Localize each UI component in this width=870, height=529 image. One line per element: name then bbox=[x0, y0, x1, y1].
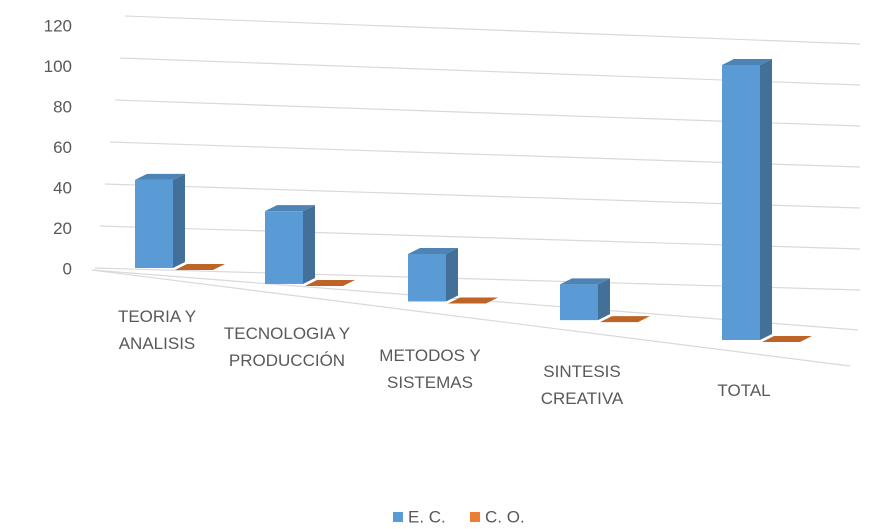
bar-side bbox=[173, 173, 185, 268]
x-tick-label: TOTAL bbox=[717, 381, 771, 400]
bar-front bbox=[265, 211, 303, 284]
x-tick-label: TEORIA Y ANALISIS bbox=[117, 307, 197, 353]
floor-edge bbox=[91, 269, 851, 367]
bar-top bbox=[600, 316, 650, 323]
bar-side bbox=[303, 205, 315, 284]
bar bbox=[762, 336, 812, 342]
legend-swatch bbox=[393, 512, 403, 522]
bar-front bbox=[722, 65, 760, 340]
bar-top bbox=[448, 297, 498, 304]
y-tick-label: 80 bbox=[53, 97, 72, 116]
y-tick-label: 120 bbox=[44, 16, 72, 35]
bar-side bbox=[598, 278, 610, 321]
bar bbox=[448, 297, 498, 304]
bar-front bbox=[560, 284, 598, 321]
bar-top bbox=[135, 173, 185, 180]
bar bbox=[135, 173, 185, 268]
grid-line bbox=[124, 15, 861, 45]
bar-side bbox=[446, 247, 458, 302]
legend-swatch bbox=[470, 512, 480, 522]
bar-top bbox=[408, 247, 458, 254]
bar-front bbox=[135, 179, 173, 268]
bar-top bbox=[305, 279, 355, 286]
bar-top bbox=[265, 205, 315, 212]
bar-top bbox=[560, 278, 610, 285]
bar bbox=[265, 205, 315, 284]
y-tick-label: 0 bbox=[63, 259, 72, 278]
bar bbox=[600, 316, 650, 323]
bar bbox=[722, 59, 772, 340]
legend-label: E. C. bbox=[408, 507, 446, 526]
y-tick-label: 60 bbox=[53, 138, 72, 157]
legend-label: C. O. bbox=[485, 507, 525, 526]
bar bbox=[305, 279, 355, 286]
bar-top bbox=[175, 264, 225, 270]
bar bbox=[560, 278, 610, 321]
y-tick-label: 20 bbox=[53, 219, 72, 238]
y-tick-label: 100 bbox=[44, 57, 72, 76]
bar-top bbox=[762, 336, 812, 342]
y-tick-label: 40 bbox=[53, 178, 72, 197]
x-tick-label: SINTESIS CREATIVA bbox=[540, 362, 624, 408]
x-tick-label: TECNOLOGIA Y PRODUCCIÓN bbox=[223, 324, 351, 370]
bar-top bbox=[722, 59, 772, 65]
bar bbox=[175, 264, 225, 270]
bar bbox=[408, 247, 458, 302]
x-tick-label: METODOS Y SISTEMAS bbox=[379, 346, 481, 392]
bar-side bbox=[760, 59, 772, 340]
bar-front bbox=[408, 253, 446, 302]
